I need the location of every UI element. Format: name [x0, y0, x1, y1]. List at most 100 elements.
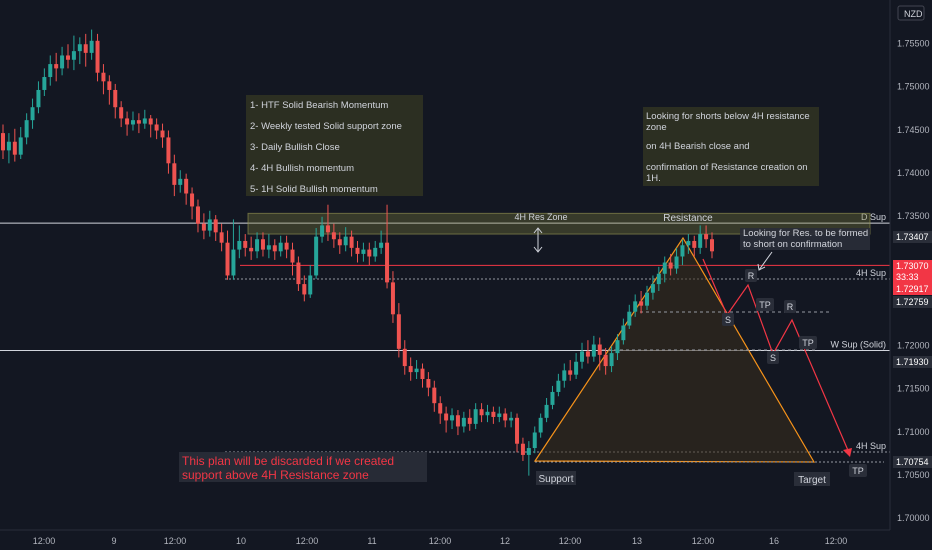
- time-tick-label: 9: [111, 536, 116, 546]
- price-axis[interactable]: 1.755001.750001.745001.740001.735001.725…: [889, 0, 932, 530]
- candle-body: [184, 178, 189, 194]
- candle-body: [349, 236, 354, 248]
- price-label-bg: [893, 296, 932, 308]
- candle-body: [231, 249, 236, 276]
- right-note-line: confirmation of Resistance creation on: [646, 162, 808, 173]
- label-tp-bg: [849, 464, 867, 477]
- candle-body: [650, 284, 655, 293]
- candle-body: [633, 301, 638, 312]
- candle-body: [6, 141, 11, 151]
- candle-body: [544, 404, 549, 418]
- target-label-bg: [794, 472, 830, 486]
- candle-body: [367, 249, 372, 257]
- candle-body: [385, 242, 390, 283]
- candle-body: [680, 245, 685, 257]
- candle-body: [1, 133, 5, 151]
- left-note-line: 2- Weekly tested Solid support zone: [250, 121, 402, 132]
- label-tp-bg: [756, 298, 774, 311]
- candle-body: [509, 417, 514, 421]
- candle-body: [77, 44, 82, 52]
- price-label-bg: [893, 456, 932, 468]
- candle-body: [556, 380, 561, 392]
- candle-body: [160, 130, 165, 138]
- candle-body: [520, 443, 525, 455]
- level-label: 4H Sup: [856, 441, 886, 451]
- support-label: Support: [538, 474, 573, 485]
- candle-body: [402, 348, 407, 367]
- candle-body: [568, 370, 573, 375]
- label-s: S: [725, 315, 731, 325]
- candle-body: [113, 89, 118, 108]
- candle-body: [213, 219, 218, 233]
- candle-body: [591, 344, 596, 357]
- price-tick-label: 1.70500: [897, 470, 930, 480]
- candle-body: [130, 120, 135, 125]
- candle-body: [260, 239, 265, 250]
- candle-body: [373, 247, 378, 257]
- price-tick-label: 1.74000: [897, 168, 930, 178]
- candle-body: [308, 275, 313, 295]
- label-tp: TP: [802, 338, 814, 348]
- looking-line: to short on confirmation: [743, 239, 842, 250]
- candle-body: [355, 247, 360, 254]
- candle-body: [272, 245, 277, 252]
- level-label: D Sup: [861, 212, 886, 222]
- res-zone-band: [247, 212, 871, 235]
- looking-arrow-head: [757, 263, 766, 271]
- triangle-pattern: [533, 236, 884, 463]
- candle-body: [656, 273, 661, 285]
- label-r: R: [748, 271, 755, 281]
- candle-body: [562, 370, 567, 381]
- candle-body: [125, 118, 130, 125]
- candle-body: [18, 137, 23, 155]
- left-note-line: 4- 4H Bullish momentum: [250, 163, 354, 174]
- price-label-bg: [893, 260, 932, 272]
- candle-body: [142, 118, 147, 124]
- candle-body: [107, 81, 112, 90]
- time-tick-label: 12: [500, 536, 510, 546]
- candle-body: [83, 44, 88, 53]
- looking-line: Looking for Res. to be formed: [743, 228, 868, 239]
- candle-body: [154, 124, 159, 131]
- price-tick-label: 1.75500: [897, 39, 930, 49]
- looking-box: [740, 228, 870, 250]
- time-tick-label: 12:00: [33, 536, 56, 546]
- candle-body: [65, 55, 70, 60]
- candle-body: [302, 284, 307, 295]
- currency-label: NZD: [904, 9, 923, 19]
- candle-body: [42, 77, 47, 90]
- candle-body: [119, 107, 124, 119]
- time-axis[interactable]: 12:00 9 12:00 10 12:00 11 12:00 12 12:00 13 12:00 1…: [0, 529, 890, 546]
- label-r-bg: [745, 269, 757, 282]
- candle-body: [621, 325, 626, 341]
- candle-body: [704, 234, 709, 240]
- candle-body: [219, 232, 224, 243]
- candle-body: [674, 256, 679, 269]
- price-label: 1.72759: [896, 297, 929, 307]
- candle-body: [24, 120, 29, 138]
- candle-body: [390, 282, 395, 315]
- time-tick-label: 12:00: [429, 536, 452, 546]
- candle-body: [48, 64, 53, 78]
- candle-body: [243, 240, 248, 248]
- price-label-bg: [893, 271, 932, 283]
- candle-body: [284, 242, 289, 250]
- right-note-line: zone: [646, 122, 667, 133]
- candle-body: [615, 340, 620, 354]
- candles: [1, 29, 714, 476]
- candle-body: [325, 225, 330, 233]
- candle-body: [692, 240, 697, 248]
- left-note-line: 3- Daily Bullish Close: [250, 142, 340, 153]
- candle-body: [296, 262, 301, 285]
- time-tick-label: 12:00: [692, 536, 715, 546]
- candle-body: [538, 417, 543, 433]
- candle-body: [201, 223, 206, 231]
- level-label: 4H Sup: [856, 268, 886, 278]
- candle-body: [178, 178, 183, 185]
- label-tp: TP: [852, 466, 864, 476]
- candle-body: [710, 239, 714, 252]
- price-tick-label: 1.71000: [897, 427, 930, 437]
- resistance-label: Resistance: [663, 213, 713, 224]
- candle-body: [195, 206, 200, 224]
